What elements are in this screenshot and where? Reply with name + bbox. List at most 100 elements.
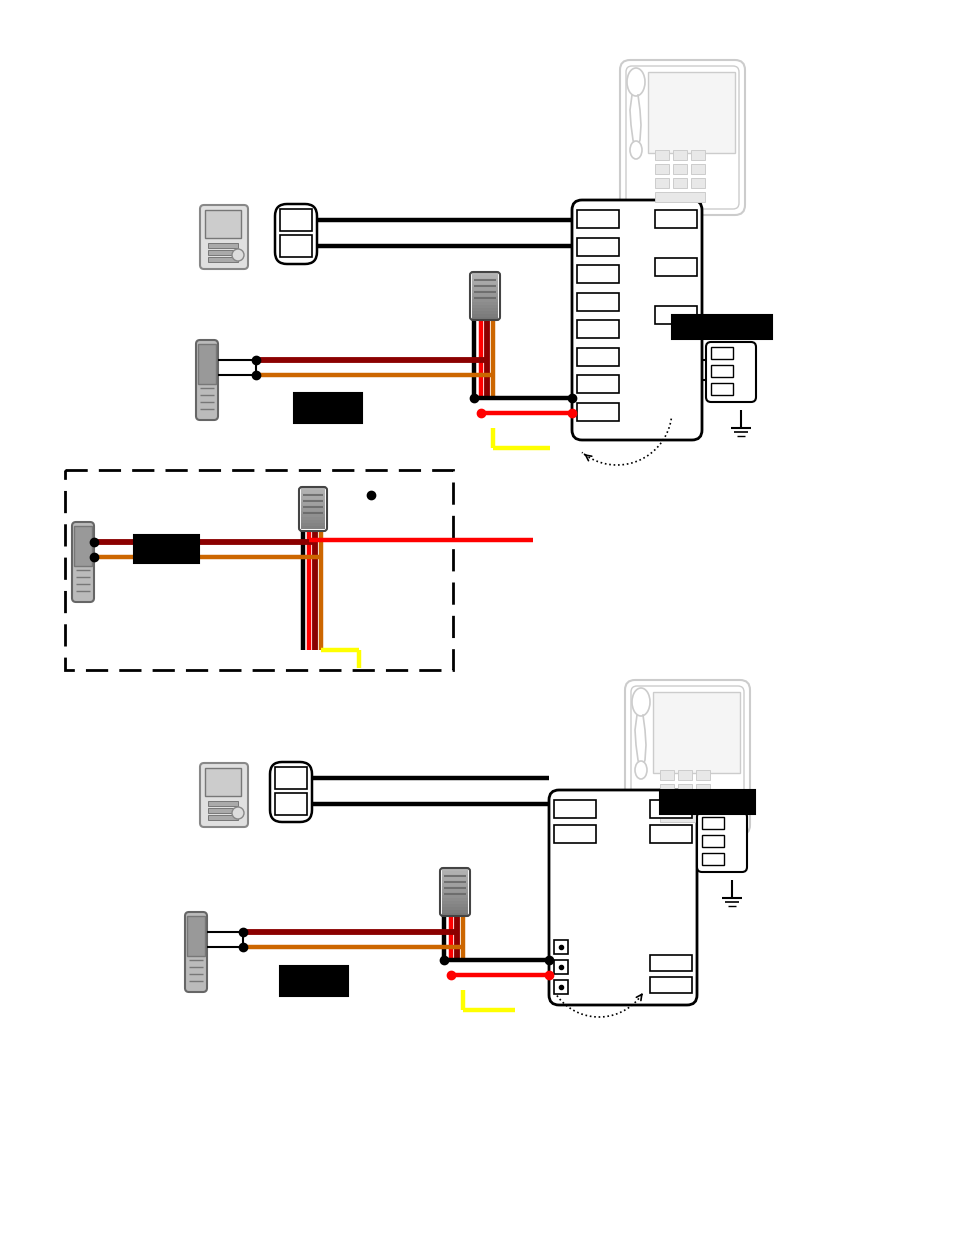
Bar (554, 825, 596, 844)
Bar (472, 287, 497, 290)
Bar (690, 164, 704, 174)
Bar (441, 874, 468, 877)
FancyBboxPatch shape (200, 205, 248, 269)
Bar (655, 191, 704, 201)
FancyBboxPatch shape (572, 200, 701, 440)
Bar (472, 282, 497, 284)
Bar (301, 508, 325, 511)
FancyBboxPatch shape (619, 61, 744, 215)
Bar (441, 889, 468, 892)
FancyBboxPatch shape (200, 763, 248, 827)
FancyBboxPatch shape (274, 204, 316, 264)
Ellipse shape (635, 761, 646, 779)
FancyBboxPatch shape (71, 522, 94, 601)
Bar (208, 243, 237, 248)
Bar (554, 800, 596, 818)
Bar (441, 898, 468, 902)
Bar (441, 868, 468, 871)
Circle shape (232, 806, 244, 819)
FancyBboxPatch shape (270, 762, 312, 823)
Bar (710, 366, 732, 377)
Bar (208, 815, 237, 820)
Bar (205, 210, 241, 238)
Bar (577, 403, 618, 420)
Bar (577, 210, 618, 228)
Bar (671, 315, 771, 338)
Bar (696, 784, 709, 794)
Circle shape (232, 249, 244, 261)
Bar (208, 257, 237, 262)
Bar (280, 235, 312, 257)
Bar (301, 490, 325, 493)
Bar (655, 306, 697, 324)
Bar (441, 881, 468, 883)
Bar (441, 910, 468, 913)
Bar (441, 877, 468, 881)
Bar (280, 209, 312, 231)
Bar (472, 275, 497, 278)
Bar (649, 825, 691, 844)
Bar (472, 317, 497, 320)
Bar (672, 164, 686, 174)
Bar (659, 790, 754, 814)
Bar (472, 272, 497, 275)
Bar (655, 164, 668, 174)
Bar (659, 798, 673, 808)
Bar (659, 811, 709, 823)
Bar (187, 916, 205, 956)
Bar (280, 966, 348, 995)
Bar (678, 769, 691, 779)
Bar (472, 308, 497, 311)
Bar (301, 520, 325, 522)
FancyBboxPatch shape (195, 340, 218, 420)
Bar (441, 904, 468, 906)
Bar (472, 284, 497, 287)
Bar (577, 266, 618, 283)
Bar (205, 768, 241, 797)
Bar (441, 885, 468, 889)
Bar (301, 526, 325, 529)
Bar (649, 955, 691, 971)
Bar (301, 522, 325, 526)
Bar (301, 499, 325, 501)
Bar (301, 514, 325, 517)
Bar (472, 299, 497, 303)
Bar (74, 526, 91, 566)
Bar (690, 178, 704, 188)
Bar (472, 305, 497, 308)
Bar (301, 501, 325, 505)
Bar (208, 808, 237, 813)
FancyBboxPatch shape (624, 680, 749, 835)
Bar (701, 835, 723, 847)
Bar (678, 784, 691, 794)
Bar (652, 692, 740, 773)
Bar (274, 793, 307, 815)
FancyBboxPatch shape (697, 811, 746, 872)
Bar (472, 303, 497, 305)
Bar (649, 977, 691, 993)
Bar (577, 237, 618, 256)
Bar (577, 320, 618, 338)
FancyBboxPatch shape (625, 65, 739, 209)
FancyBboxPatch shape (185, 911, 207, 992)
Bar (701, 818, 723, 829)
Bar (696, 769, 709, 779)
Bar (696, 798, 709, 808)
Bar (554, 981, 567, 994)
Bar (301, 493, 325, 496)
Bar (65, 471, 453, 671)
Bar (577, 347, 618, 366)
Bar (301, 487, 325, 490)
Bar (441, 895, 468, 898)
Bar (554, 940, 567, 953)
Bar (472, 290, 497, 293)
Bar (577, 293, 618, 310)
Bar (659, 784, 673, 794)
Bar (655, 258, 697, 275)
Bar (301, 511, 325, 514)
Bar (301, 517, 325, 520)
Bar (472, 296, 497, 299)
Bar (472, 293, 497, 296)
Bar (441, 883, 468, 885)
Bar (208, 249, 237, 254)
